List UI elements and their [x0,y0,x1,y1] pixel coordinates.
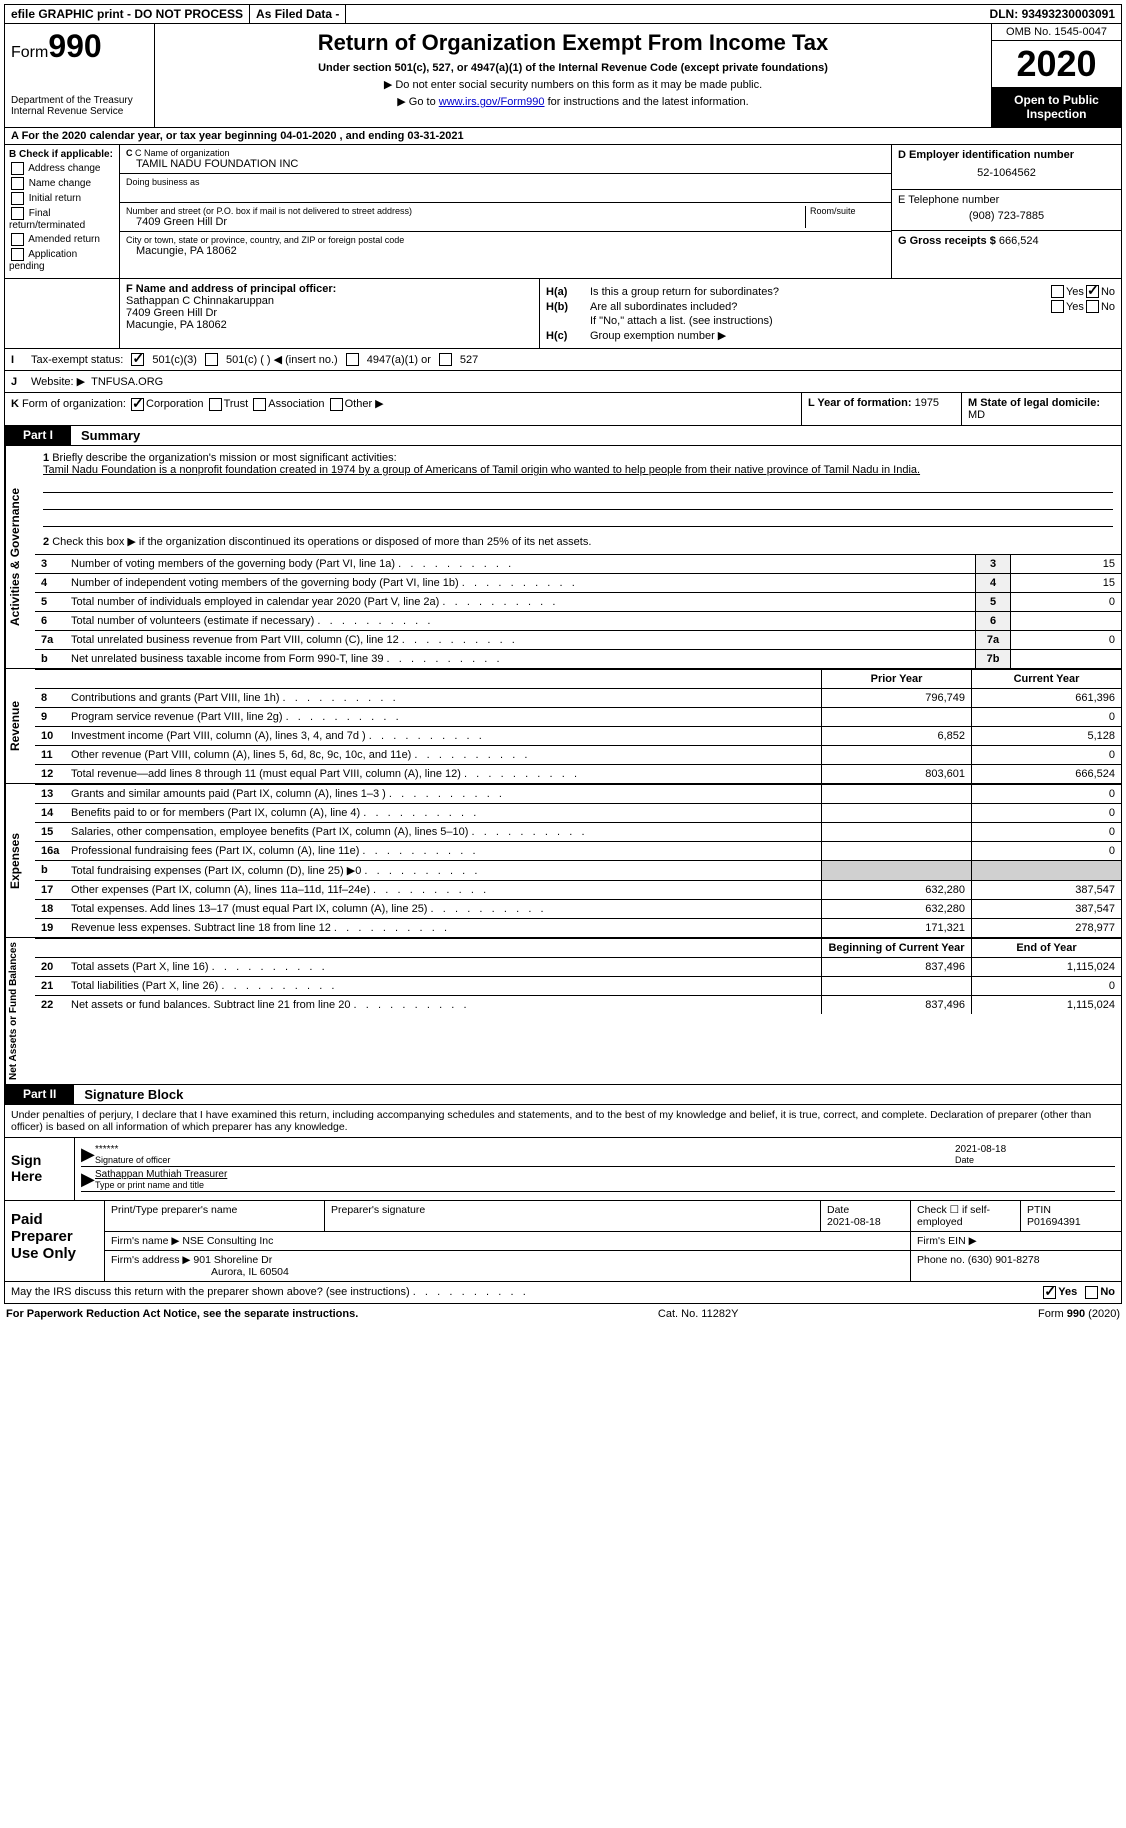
tax-year: 2020 [992,41,1121,87]
signature-declaration: Under penalties of perjury, I declare th… [4,1105,1122,1138]
box-h-group: H(a)Is this a group return for subordina… [540,279,1121,348]
department: Department of the Treasury Internal Reve… [11,95,148,117]
irs-link[interactable]: www.irs.gov/Form990 [439,96,545,108]
fin-line: 14Benefits paid to or for members (Part … [35,803,1121,822]
fin-line: 13Grants and similar amounts paid (Part … [35,784,1121,803]
colb-option[interactable]: Application pending [9,248,115,272]
gov-line: 7aTotal unrelated business revenue from … [35,630,1121,649]
row-f-h: F Name and address of principal officer:… [4,279,1122,349]
ha-yes-checkbox[interactable] [1051,285,1064,298]
part-i-header: Part I Summary [4,426,1122,446]
dln: DLN: 93493230003091 [984,5,1121,23]
subtitle-1: Under section 501(c), 527, or 4947(a)(1)… [163,62,983,74]
fin-line: 16aProfessional fundraising fees (Part I… [35,841,1121,860]
activities-governance: Activities & Governance 1 Briefly descri… [4,446,1122,669]
box-dba: Doing business as [120,174,891,203]
gov-line: 3Number of voting members of the governi… [35,554,1121,573]
colb-option[interactable]: Address change [9,162,115,175]
entity-info-grid: B Check if applicable: Address change Na… [4,145,1122,279]
gov-line: 6Total number of volunteers (estimate if… [35,611,1121,630]
trust-checkbox[interactable] [209,398,222,411]
box-g-receipts: G Gross receipts $ 666,524 [892,231,1121,251]
box-e-phone: E Telephone number (908) 723-7885 [892,190,1121,231]
box-city: City or town, state or province, country… [120,232,891,260]
discuss-yes-checkbox[interactable] [1043,1286,1056,1299]
501c-checkbox[interactable] [205,353,218,366]
other-checkbox[interactable] [330,398,343,411]
row-i-tax-status: I Tax-exempt status: 501(c)(3) 501(c) ( … [4,349,1122,371]
colb-option[interactable]: Initial return [9,192,115,205]
paid-preparer-block: Paid Preparer Use Only Print/Type prepar… [4,1201,1122,1282]
row-a-tax-year: A For the 2020 calendar year, or tax yea… [4,128,1122,145]
box-address: Number and street (or P.O. box if mail i… [120,203,891,232]
revenue-section: Revenue Prior YearCurrent Year 8Contribu… [4,669,1122,784]
form-title: Return of Organization Exempt From Incom… [163,30,983,56]
hb-no-checkbox[interactable] [1086,300,1099,313]
gov-line: 4Number of independent voting members of… [35,573,1121,592]
form-header: Form990 Department of the Treasury Inter… [4,24,1122,128]
ha-no-checkbox[interactable] [1086,285,1099,298]
omb-number: OMB No. 1545-0047 [992,24,1121,41]
box-f-officer: F Name and address of principal officer:… [120,279,540,348]
form-number: Form990 [11,28,148,65]
corp-checkbox[interactable] [131,398,144,411]
net-strip: Net Assets or Fund Balances [5,938,35,1084]
open-inspection: Open to Public Inspection [992,87,1121,127]
fin-line: 8Contributions and grants (Part VIII, li… [35,688,1121,707]
sign-here-block: Sign Here ▶ ******Signature of officer 2… [4,1138,1122,1201]
page-footer: For Paperwork Reduction Act Notice, see … [4,1304,1122,1324]
discuss-with-preparer: May the IRS discuss this return with the… [4,1282,1122,1304]
mission-text: Tamil Nadu Foundation is a nonprofit fou… [43,464,1113,476]
fin-line: 17Other expenses (Part IX, column (A), l… [35,880,1121,899]
501c3-checkbox[interactable] [131,353,144,366]
part-ii-header: Part II Signature Block [4,1085,1122,1105]
net-assets-section: Net Assets or Fund Balances Beginning of… [4,938,1122,1085]
fin-line: 9Program service revenue (Part VIII, lin… [35,707,1121,726]
assoc-checkbox[interactable] [253,398,266,411]
expenses-strip: Expenses [5,784,35,937]
gov-strip: Activities & Governance [5,446,35,668]
discuss-no-checkbox[interactable] [1085,1286,1098,1299]
fin-line: 15Salaries, other compensation, employee… [35,822,1121,841]
subtitle-2: ▶ Do not enter social security numbers o… [163,78,983,91]
hb-yes-checkbox[interactable] [1051,300,1064,313]
as-filed: As Filed Data - [250,5,346,23]
efile-notice: efile GRAPHIC print - DO NOT PROCESS [5,5,250,23]
revenue-strip: Revenue [5,669,35,783]
col-b-checkboxes: B Check if applicable: Address change Na… [5,145,120,278]
top-bar: efile GRAPHIC print - DO NOT PROCESS As … [4,4,1122,24]
fin-line: 20Total assets (Part X, line 16)837,4961… [35,957,1121,976]
fin-line: bTotal fundraising expenses (Part IX, co… [35,860,1121,880]
box-d-ein: D Employer identification number 52-1064… [892,145,1121,190]
fin-line: 22Net assets or fund balances. Subtract … [35,995,1121,1014]
gov-line: bNet unrelated business taxable income f… [35,649,1121,668]
subtitle-3: ▶ Go to www.irs.gov/Form990 for instruct… [163,95,983,108]
row-j-website: J Website: ▶ TNFUSA.ORG [4,371,1122,393]
fin-line: 18Total expenses. Add lines 13–17 (must … [35,899,1121,918]
fin-line: 10Investment income (Part VIII, column (… [35,726,1121,745]
527-checkbox[interactable] [439,353,452,366]
fin-line: 19Revenue less expenses. Subtract line 1… [35,918,1121,937]
4947-checkbox[interactable] [346,353,359,366]
expenses-section: Expenses 13Grants and similar amounts pa… [4,784,1122,938]
gov-line: 5Total number of individuals employed in… [35,592,1121,611]
fin-line: 12Total revenue—add lines 8 through 11 (… [35,764,1121,783]
colb-option[interactable]: Name change [9,177,115,190]
colb-option[interactable]: Amended return [9,233,115,246]
box-c-name: C C Name of organization TAMIL NADU FOUN… [120,145,891,174]
fin-line: 11Other revenue (Part VIII, column (A), … [35,745,1121,764]
row-k-l-m: K Form of organization: Corporation Trus… [4,393,1122,426]
colb-option[interactable]: Final return/terminated [9,207,115,231]
fin-line: 21Total liabilities (Part X, line 26)0 [35,976,1121,995]
